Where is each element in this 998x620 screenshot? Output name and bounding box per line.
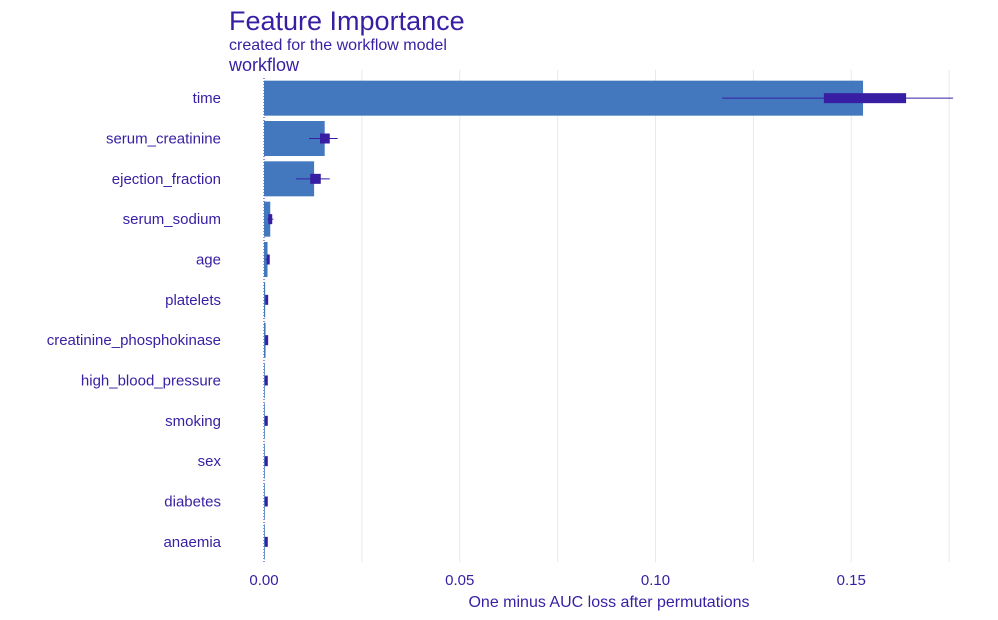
box-time: [823, 93, 907, 104]
box-serum_creatinine: [319, 133, 330, 144]
bar-platelets: [264, 282, 266, 318]
facet-label: workflow: [229, 55, 300, 75]
chart-subtitle: created for the workflow model: [229, 37, 447, 54]
y-tick-label: diabetes: [164, 494, 221, 511]
x-axis-title: One minus AUC loss after permutations: [468, 594, 749, 611]
label-layer: 0.00 0.05 0.10 0.15 time serum_creatinineejec…: [47, 90, 866, 589]
box-anaemia: [264, 536, 268, 547]
box-ejection_fraction: [310, 173, 321, 184]
x-tick-label: 0.10: [641, 572, 670, 589]
y-tick-label: sex: [198, 453, 222, 470]
y-tick-label: anaemia: [163, 534, 221, 551]
box-creatinine_phosphokinase: [265, 335, 269, 346]
box-platelets: [265, 294, 269, 305]
x-tick-label: 0.15: [837, 572, 866, 589]
boxplot-layer: [264, 93, 954, 547]
y-tick-label: time: [193, 90, 221, 107]
y-tick-label: ejection_fraction: [112, 171, 221, 188]
x-tick-label: 0.05: [445, 572, 474, 589]
box-age: [266, 254, 270, 265]
y-tick-label: platelets: [165, 292, 221, 309]
y-tick-label: serum_creatinine: [106, 131, 221, 148]
box-diabetes: [264, 496, 268, 507]
y-tick-label: high_blood_pressure: [81, 373, 221, 390]
y-tick-label: smoking: [165, 413, 221, 430]
box-serum_sodium: [268, 214, 273, 225]
y-tick-label: serum_sodium: [123, 211, 221, 228]
x-tick-label: 0.00: [249, 572, 278, 589]
box-smoking: [264, 415, 268, 426]
bar-layer: [264, 80, 864, 560]
y-tick-label: creatinine_phosphokinase: [47, 332, 221, 349]
chart-title: Feature Importance: [229, 6, 465, 36]
box-sex: [264, 456, 268, 467]
y-tick-label: age: [196, 252, 221, 269]
grid-layer: [263, 70, 950, 562]
box-high_blood_pressure: [264, 375, 268, 386]
